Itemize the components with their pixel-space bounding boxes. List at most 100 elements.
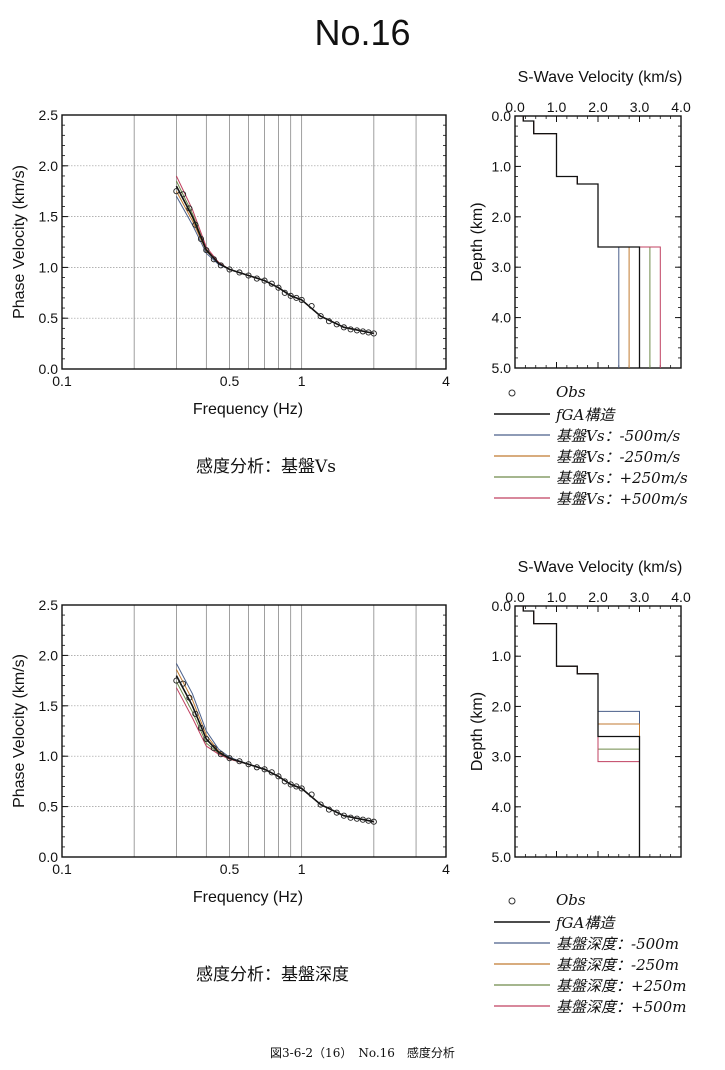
legend-line-icon (494, 942, 550, 944)
figure-caption: 図3-6-2（16） No.16 感度分析 (270, 1046, 455, 1060)
panel-caption-depth: 感度分析：基盤深度 (196, 965, 349, 985)
vs0-profile-line (522, 116, 651, 368)
disp1-obs-point (340, 812, 347, 819)
vs1-xtick-label: 2.0 (588, 589, 608, 605)
disp0-obs-point (261, 277, 268, 284)
legend-label: 基盤Vs：-500m/s (556, 427, 681, 445)
disp1-ytick-label: 2.5 (39, 597, 59, 613)
vs1-ylabel: Depth (km) (469, 692, 486, 771)
disp0-obs-point (236, 269, 243, 276)
disp0-ytick-label: 0.5 (39, 310, 59, 326)
legend-line-icon (494, 1005, 550, 1007)
disp0-obs-point (281, 289, 288, 296)
vs1-ytick-label: 1.0 (492, 648, 512, 664)
vs0-ytick-label: 5.0 (492, 360, 512, 376)
legend-label: 基盤Vs：+250m/s (556, 469, 688, 487)
legend-line-icon (494, 413, 550, 415)
disp1-obs-point (325, 806, 333, 813)
legend-item: 基盤深度：+250m (492, 974, 722, 995)
disp1-obs-point (245, 761, 252, 768)
disp1-obs-point (268, 769, 275, 776)
legend-item: fGA構造 (492, 911, 722, 932)
vs0-xtick-label: 0.0 (505, 99, 525, 115)
legend-label: 基盤深度：-250m (556, 956, 679, 974)
disp0-obs-point (197, 235, 205, 243)
disp0-xtick-label: 0.1 (52, 373, 72, 389)
vs0-xtick-label: 3.0 (630, 99, 650, 115)
disp1-obs-point (359, 816, 366, 823)
disp1-xtick-label: 4 (442, 861, 450, 877)
vs0-xtick-label: 1.0 (547, 99, 567, 115)
vs1-ytick-label: 5.0 (492, 849, 512, 865)
disp0-obs-point (180, 191, 187, 198)
legend-label: Obs (556, 383, 586, 401)
disp1-ytick-label: 1.0 (39, 748, 59, 764)
disp0-ylabel: Phase Velocity (km/s) (11, 165, 28, 319)
vs0-profile-line (522, 116, 630, 368)
vs1-ytick-label: 2.0 (492, 698, 512, 714)
vs0-title: S-Wave Velocity (km/s) (518, 69, 683, 86)
vs1-xtick-label: 3.0 (630, 589, 650, 605)
disp1-obs-point (333, 809, 340, 816)
vs1-profile-line (522, 606, 640, 857)
legend-line-icon (494, 476, 550, 478)
disp0-obs-point (317, 313, 324, 320)
vs0-xtick-label: 4.0 (671, 99, 691, 115)
vs1-ytick-label: 3.0 (492, 749, 512, 765)
vs0-ytick-label: 2.0 (492, 209, 512, 225)
legend-label: 基盤Vs：-250m/s (556, 448, 681, 466)
disp1-xlabel: Frequency (Hz) (193, 889, 303, 906)
disp0-ytick-label: 1.0 (39, 259, 59, 275)
disp1-obs-point (197, 724, 205, 732)
legend-item: 基盤深度：-500m (492, 932, 722, 953)
disp0-obs-point (226, 266, 233, 273)
disp1-ylabel: Phase Velocity (km/s) (11, 654, 28, 808)
disp0-obs-point (333, 321, 340, 328)
legend-depth: Obs fGA構造 基盤深度：-500m 基盤深度：-250m 基盤深度：+250m 基盤… (492, 890, 722, 1016)
disp1-obs-point (226, 755, 233, 762)
vs1-xtick-label: 1.0 (547, 589, 567, 605)
disp0-xlabel: Frequency (Hz) (193, 401, 303, 418)
legend-label: 基盤深度：+250m (556, 977, 687, 995)
disp1-obs-point (298, 785, 305, 792)
disp0-obs-point (275, 284, 282, 291)
disp1-ytick-label: 0.0 (39, 849, 59, 865)
vs0-profile-line (522, 116, 641, 368)
disp0-obs-point (308, 302, 315, 310)
disp1-obs-point (275, 773, 282, 780)
disp1-xtick-label: 1 (298, 861, 306, 877)
disp0-xtick-label: 0.5 (220, 373, 240, 389)
legend-marker-icon (508, 389, 516, 397)
disp0-obs-point (186, 205, 193, 212)
disp0-ytick-label: 2.0 (39, 158, 59, 174)
disp0-obs-point (173, 188, 180, 195)
legend-obs-marker (508, 897, 516, 905)
disp1-ytick-label: 1.5 (39, 698, 59, 714)
disp1-obs-point (186, 694, 193, 701)
disp1-obs-point (308, 791, 315, 798)
legend-line-icon (494, 963, 550, 965)
legend-marker-icon (508, 897, 516, 905)
vs1-profile-line (522, 606, 641, 857)
disp0-obs-point (370, 330, 377, 337)
disp0-obs-point (347, 326, 354, 333)
vs1-ytick-label: 4.0 (492, 799, 512, 815)
disp0-obs-point (287, 292, 294, 299)
disp1-obs-point (317, 801, 324, 808)
vs1-profile-line (522, 606, 640, 857)
legend-line-icon (494, 434, 550, 436)
vs1-ytick-label: 0.0 (492, 598, 512, 614)
legend-item: 基盤Vs：-250m/s (492, 445, 722, 466)
disp1-obs-point (293, 783, 300, 790)
disp0-obs-point (253, 275, 260, 282)
disp0-obs-point (353, 327, 360, 334)
vs1-profile-line (522, 606, 640, 857)
disp1-obs-point (203, 736, 210, 743)
legend-label: 基盤深度：+500m (556, 998, 687, 1016)
disp0-obs-point (268, 280, 275, 287)
legend-line-icon (494, 921, 550, 923)
disp1-obs-point (281, 778, 288, 785)
disp0-obs-point (293, 294, 300, 301)
disp0-ytick-label: 2.5 (39, 107, 59, 123)
